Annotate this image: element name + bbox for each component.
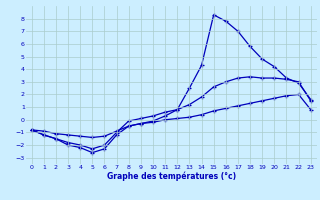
X-axis label: Graphe des températures (°c): Graphe des températures (°c) (107, 171, 236, 181)
